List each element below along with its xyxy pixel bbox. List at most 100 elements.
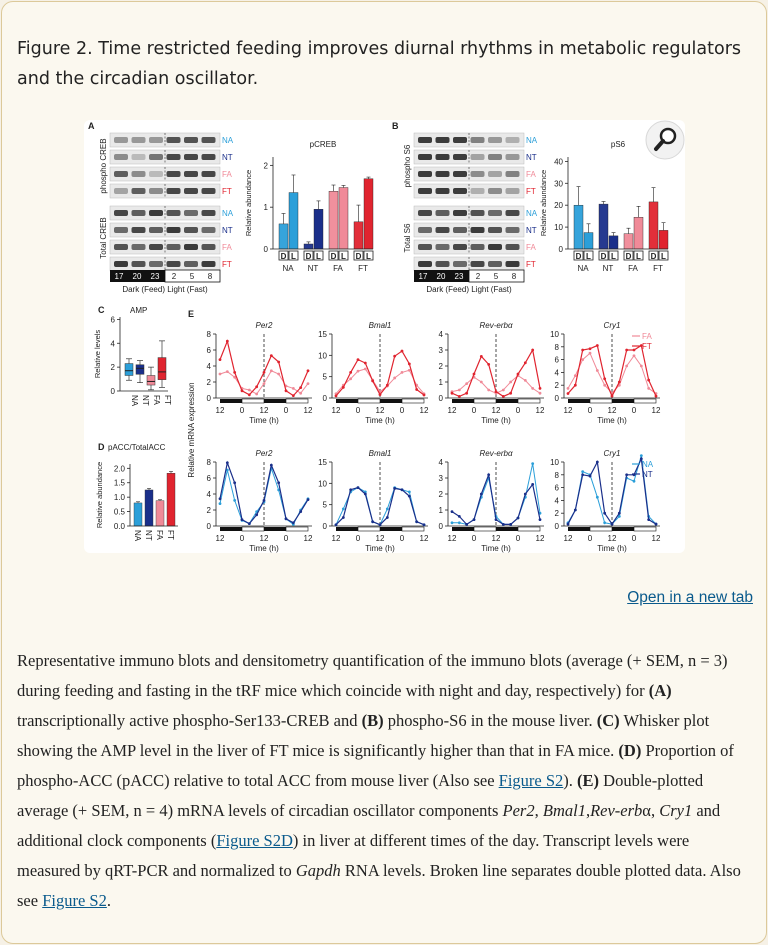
data-point — [603, 377, 607, 381]
dark-period-bar — [568, 527, 590, 531]
y-axis-label: Relative abundance — [539, 170, 548, 236]
blot-band — [505, 171, 520, 177]
blot-band — [184, 171, 198, 177]
y-tick-label: 4 — [439, 458, 444, 467]
blot-band — [418, 154, 432, 160]
data-point — [531, 348, 535, 352]
blot-label: Total CREB — [99, 217, 108, 258]
dl-box — [313, 250, 324, 261]
y-tick-label: 30 — [554, 179, 563, 188]
data-point — [457, 515, 461, 518]
y-tick-label: 0 — [207, 522, 212, 531]
data-point — [523, 361, 527, 365]
desc-text: Proportion of phospho-ACC (pACC) relativ… — [17, 741, 734, 790]
blot-band — [184, 188, 198, 194]
blot-band — [149, 154, 163, 160]
figure-s2-link[interactable]: Figure S2 — [42, 891, 107, 910]
figure-s2d-link[interactable]: Figure S2D — [216, 831, 293, 850]
data-point — [494, 390, 498, 393]
blot-band — [131, 261, 146, 267]
data-point — [277, 360, 281, 364]
light-period-bar — [633, 526, 657, 532]
dl-label: D — [306, 252, 312, 261]
data-point — [400, 488, 404, 492]
data-point — [262, 499, 266, 502]
zoom-button[interactable] — [645, 120, 685, 160]
light-period-bar — [285, 398, 309, 404]
data-point — [625, 348, 629, 352]
desc-text: RNA levels. Broken line separates double… — [17, 861, 741, 910]
data-point — [240, 518, 244, 521]
y-tick-label: 2 — [555, 509, 560, 518]
y-tick-label: 8 — [207, 458, 212, 467]
x-tick-label: 12 — [608, 534, 617, 543]
data-point — [617, 380, 621, 384]
x-tick-label: 0 — [400, 406, 405, 415]
data-point — [581, 348, 585, 352]
dl-box — [338, 250, 349, 261]
dl-label: L — [586, 252, 591, 261]
open-in-new-tab-link[interactable]: Open in a new tab — [627, 589, 753, 606]
data-point — [349, 377, 353, 381]
legend-label: NA — [642, 460, 654, 469]
data-point — [393, 376, 397, 380]
blot-band — [114, 210, 128, 216]
data-point — [654, 394, 658, 398]
bar — [608, 235, 619, 250]
data-point — [610, 394, 614, 398]
x-tick-label: 12 — [492, 406, 501, 415]
dark-period-bar — [380, 527, 402, 531]
x-axis-label: Time (h) — [365, 416, 395, 425]
panel-letter: B — [392, 121, 399, 131]
figure-image[interactable]: A NA NT FA FT NA NT FA FT phospho CREB Total CREB 1… — [84, 120, 685, 553]
data-point — [269, 463, 273, 467]
y-tick-label: 8 — [207, 330, 212, 339]
light-period-bar — [401, 526, 425, 532]
dl-box — [633, 250, 644, 261]
figure-title: Figure 2. Time restricted feeding improv… — [17, 39, 742, 89]
y-tick-label: 4 — [555, 496, 560, 505]
blot-band — [131, 188, 146, 194]
panel-letter: E — [188, 309, 194, 319]
dl-box — [363, 250, 374, 261]
blot-band — [453, 137, 467, 143]
figure-s2-link[interactable]: Figure S2 — [498, 771, 564, 790]
y-tick-label: 8 — [555, 471, 560, 480]
blot-band — [201, 171, 216, 177]
data-point — [538, 391, 542, 395]
data-point — [487, 363, 491, 366]
data-point — [566, 387, 570, 390]
desc-text: Representative immuno blots and densitom… — [17, 651, 728, 700]
data-point — [341, 507, 345, 511]
data-point — [494, 518, 498, 521]
data-point — [356, 486, 360, 489]
y-axis-label: Relative abundance — [244, 170, 253, 236]
x-tick-label: 0 — [240, 406, 245, 415]
x-tick-label: NA — [133, 530, 142, 542]
box — [124, 363, 134, 376]
data-point — [356, 358, 360, 361]
gene-title: Cry1 — [604, 321, 621, 330]
data-point — [588, 347, 592, 351]
bar — [144, 489, 154, 527]
desc-text: , — [534, 801, 543, 820]
blot-row-label: FA — [222, 243, 232, 252]
blot-row-label: NT — [526, 153, 537, 162]
y-tick-label: 1 — [439, 506, 444, 515]
desc-text: α — [642, 801, 651, 820]
data-point — [639, 457, 643, 461]
data-point — [233, 375, 237, 379]
data-point — [262, 382, 266, 385]
blot-band — [418, 171, 432, 177]
desc-label-d: (D) — [618, 741, 642, 760]
blot-band — [166, 227, 181, 233]
data-point — [255, 513, 259, 517]
blot-band — [114, 261, 128, 267]
x-tick-label: 0 — [588, 534, 593, 543]
data-point — [472, 518, 476, 521]
x-tick-label: 12 — [448, 534, 457, 543]
dark-period-bar — [452, 527, 474, 531]
desc-text: . — [106, 891, 111, 910]
blot-band — [505, 261, 520, 267]
